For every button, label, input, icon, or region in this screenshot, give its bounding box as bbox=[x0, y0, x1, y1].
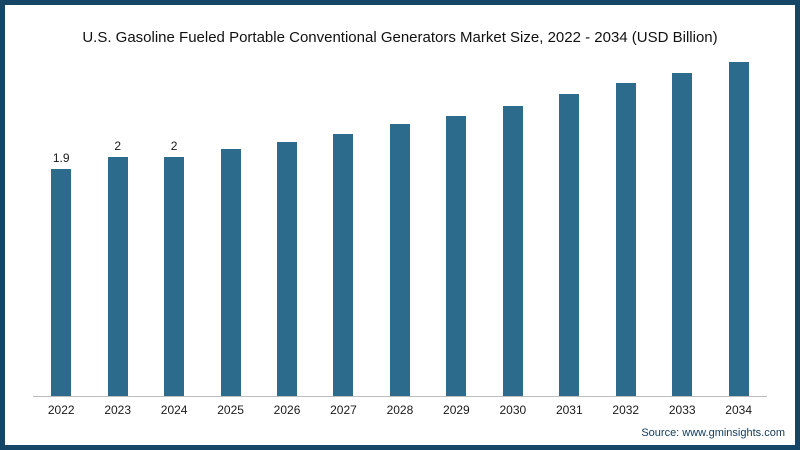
bar bbox=[220, 149, 241, 396]
bar bbox=[107, 157, 128, 396]
bar bbox=[333, 134, 354, 396]
x-axis-tick-label: 2032 bbox=[612, 403, 640, 417]
bar bbox=[277, 142, 298, 396]
x-axis-tick-label: 2023 bbox=[104, 403, 132, 417]
bar-value-label: 2 bbox=[170, 139, 178, 153]
bar-column bbox=[315, 134, 371, 396]
bar-column bbox=[428, 116, 484, 396]
x-axis-tick-label: 2026 bbox=[273, 403, 301, 417]
x-axis-tick-label: 2029 bbox=[443, 403, 470, 417]
bar bbox=[389, 124, 410, 396]
bar bbox=[672, 73, 693, 396]
bar bbox=[502, 106, 523, 396]
bar-value-label: 2 bbox=[114, 139, 122, 153]
bar bbox=[559, 94, 580, 396]
bar bbox=[615, 83, 636, 396]
bar-column bbox=[259, 142, 315, 396]
x-axis-tick-label: 2034 bbox=[725, 403, 752, 417]
bar-column: 1.9 bbox=[33, 151, 89, 396]
bar bbox=[164, 157, 185, 396]
x-axis-tick-label: 2027 bbox=[330, 403, 357, 417]
x-axis-tick-label: 2033 bbox=[668, 403, 696, 417]
chart-title: U.S. Gasoline Fueled Portable Convention… bbox=[82, 29, 718, 46]
bar-column: 2 bbox=[90, 139, 146, 396]
source-text: Source: www.gminsights.com bbox=[641, 427, 785, 439]
bar bbox=[51, 169, 72, 396]
x-axis-tick-label: 2031 bbox=[555, 403, 583, 417]
bar-column bbox=[654, 73, 710, 396]
bar-column bbox=[711, 62, 767, 396]
x-axis-tick-label: 2028 bbox=[386, 403, 414, 417]
plot-area: 1.9 2 2 bbox=[33, 57, 767, 397]
bar-column: 2 bbox=[146, 139, 202, 396]
x-axis-tick-label: 2024 bbox=[160, 403, 188, 417]
x-axis-tick-label: 2022 bbox=[47, 403, 75, 417]
bar bbox=[446, 116, 467, 396]
bar-value-label: 1.9 bbox=[52, 151, 70, 165]
bar-column bbox=[372, 124, 428, 396]
bar-column bbox=[541, 94, 597, 396]
bar-column bbox=[598, 83, 654, 396]
x-axis-tick-label: 2025 bbox=[217, 403, 244, 417]
x-axis-labels-row: 2022 2023 2024 2025 2026 2027 2028 2029 2030 2031… bbox=[33, 403, 767, 417]
x-axis-tick-label: 2030 bbox=[499, 403, 527, 417]
bar-column bbox=[485, 106, 541, 396]
bar bbox=[728, 62, 749, 396]
bar-column bbox=[203, 149, 259, 396]
